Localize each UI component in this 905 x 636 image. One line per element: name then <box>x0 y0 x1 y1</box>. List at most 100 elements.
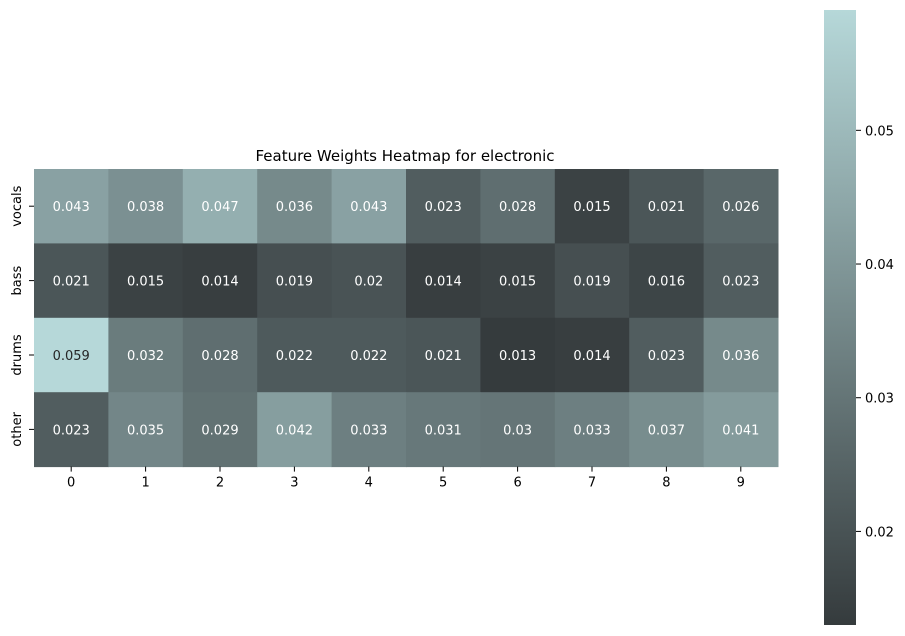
y-tick-label: drums <box>10 334 25 375</box>
cell-value-label: 0.021 <box>53 275 90 290</box>
cell-value-label: 0.032 <box>127 349 164 364</box>
cell-value-label: 0.047 <box>201 200 238 215</box>
cell-value-label: 0.043 <box>350 200 387 215</box>
x-tick-label: 6 <box>513 476 521 491</box>
colorbar-tick-label: 0.05 <box>865 124 894 139</box>
heatmap-cell <box>629 243 705 319</box>
heatmap-cell <box>34 169 109 244</box>
heatmap-cell <box>257 243 333 319</box>
heatmap-cell <box>703 243 779 319</box>
colorbar-ticks: 0.02 0.03 0.04 0.05 <box>856 124 894 540</box>
heatmap-cell <box>480 169 556 244</box>
heatmap-cell <box>108 243 184 319</box>
cell-value-label: 0.023 <box>53 423 90 438</box>
cell-value-label: 0.033 <box>350 423 387 438</box>
cell-value-label: 0.041 <box>722 423 759 438</box>
heatmap-cell <box>108 317 184 393</box>
heatmap-cell <box>108 392 184 468</box>
x-tick-label: 3 <box>290 476 298 491</box>
heatmap-cell <box>257 169 333 244</box>
colorbar-tick-label: 0.04 <box>865 258 894 273</box>
cell-value-label: 0.033 <box>573 423 610 438</box>
x-tick-label: 7 <box>588 476 596 491</box>
cell-value-label: 0.059 <box>53 349 90 364</box>
cell-value-label: 0.042 <box>276 423 313 438</box>
y-tick-label: vocals <box>10 185 25 226</box>
cell-value-label: 0.015 <box>499 275 536 290</box>
chart-title: Feature Weights Heatmap for electronic <box>255 147 554 165</box>
heatmap-cell <box>629 317 705 393</box>
cell-value-label: 0.03 <box>503 423 532 438</box>
heatmap-cell <box>703 317 779 393</box>
cell-value-label: 0.014 <box>573 349 610 364</box>
cell-value-label: 0.036 <box>276 200 313 215</box>
heatmap-cell <box>257 317 333 393</box>
cell-value-label: 0.026 <box>722 200 759 215</box>
heatmap-cell <box>108 169 184 244</box>
cell-value-label: 0.015 <box>573 200 610 215</box>
cell-value-label: 0.014 <box>201 275 238 290</box>
heatmap-cell <box>629 392 705 468</box>
x-tick-label: 5 <box>439 476 447 491</box>
heatmap-cell <box>331 392 407 468</box>
cell-value-label: 0.013 <box>499 349 536 364</box>
cell-value-label: 0.023 <box>648 349 685 364</box>
cell-value-label: 0.019 <box>276 275 313 290</box>
colorbar: 0.02 0.03 0.04 0.05 <box>824 10 894 625</box>
colorbar-tick-label: 0.03 <box>865 392 894 407</box>
heatmap-cell <box>331 169 407 244</box>
heatmap-cell <box>182 317 258 393</box>
x-axis: 0 1 2 3 4 5 6 7 8 9 <box>67 466 745 491</box>
heatmap-cell <box>703 392 779 468</box>
heatmap-cell <box>331 317 407 393</box>
cell-value-label: 0.029 <box>201 423 238 438</box>
heatmap-cell <box>703 169 779 244</box>
cell-value-label: 0.021 <box>425 349 462 364</box>
heatmap-cell <box>182 243 258 319</box>
cell-value-label: 0.016 <box>648 275 685 290</box>
cell-value-label: 0.019 <box>573 275 610 290</box>
x-tick-label: 2 <box>216 476 224 491</box>
heatmap-cell <box>406 392 481 468</box>
cell-value-label: 0.037 <box>648 423 685 438</box>
cell-value-label: 0.043 <box>53 200 90 215</box>
cell-value-label: 0.015 <box>127 275 164 290</box>
heatmap-cell <box>182 392 258 468</box>
heatmap-cells: 0.043 0.038 0.047 0.036 0.043 0.023 0.028 0.015… <box>34 169 779 468</box>
heatmap-cell <box>34 392 109 468</box>
heatmap-cell <box>480 392 556 468</box>
x-tick-label: 4 <box>365 476 373 491</box>
heatmap-cell <box>331 243 407 319</box>
cell-value-label: 0.023 <box>722 275 759 290</box>
cell-value-label: 0.031 <box>425 423 462 438</box>
y-tick-label: other <box>10 411 25 446</box>
heatmap-cell <box>480 317 556 393</box>
heatmap-cell <box>554 392 630 468</box>
heatmap-cell <box>554 317 630 393</box>
x-tick-label: 8 <box>662 476 670 491</box>
heatmap-cell <box>257 392 333 468</box>
heatmap-cell <box>480 243 556 319</box>
cell-value-label: 0.021 <box>648 200 685 215</box>
colorbar-gradient <box>824 10 856 625</box>
cell-value-label: 0.036 <box>722 349 759 364</box>
colorbar-tick-label: 0.02 <box>865 525 894 540</box>
heatmap-cell <box>554 169 630 244</box>
cell-value-label: 0.02 <box>354 275 383 290</box>
cell-value-label: 0.028 <box>201 349 238 364</box>
y-axis: vocals bass drums other <box>10 185 34 447</box>
x-tick-label: 1 <box>141 476 149 491</box>
cell-value-label: 0.022 <box>350 349 387 364</box>
heatmap-cell <box>406 317 481 393</box>
cell-value-label: 0.035 <box>127 423 164 438</box>
heatmap-cell <box>554 243 630 319</box>
x-tick-label: 0 <box>67 476 75 491</box>
x-tick-label: 9 <box>737 476 745 491</box>
heatmap-cell <box>406 243 481 319</box>
heatmap-cell <box>182 169 258 244</box>
heatmap-cell <box>629 169 705 244</box>
y-tick-label: bass <box>10 265 25 295</box>
heatmap-cell <box>34 317 109 393</box>
cell-value-label: 0.028 <box>499 200 536 215</box>
